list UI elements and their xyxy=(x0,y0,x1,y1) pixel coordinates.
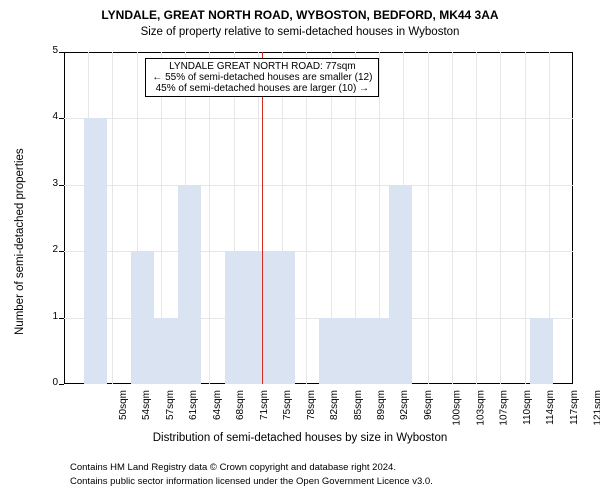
histogram-bar xyxy=(365,318,388,384)
selected-property-marker xyxy=(262,52,263,384)
xtick-label: 50sqm xyxy=(118,390,129,420)
xtick-label: 103sqm xyxy=(475,390,486,426)
histogram-bar xyxy=(272,251,295,384)
histogram-bar xyxy=(530,318,553,384)
ytick-mark xyxy=(59,185,64,186)
y-axis-label: Number of semi-detached properties xyxy=(14,148,26,335)
callout-line3: 45% of semi-detached houses are larger (… xyxy=(152,83,372,94)
chart-title-line1: LYNDALE, GREAT NORTH ROAD, WYBOSTON, BED… xyxy=(0,8,600,22)
histogram-bar xyxy=(131,251,154,384)
histogram-bar xyxy=(342,318,366,384)
property-size-histogram: LYNDALE, GREAT NORTH ROAD, WYBOSTON, BED… xyxy=(0,0,600,500)
ytick-label: 2 xyxy=(40,244,58,255)
xtick-label: 121sqm xyxy=(593,390,600,426)
attribution-line2: Contains public sector information licen… xyxy=(70,476,433,487)
histogram-bar xyxy=(84,118,107,384)
xtick-label: 110sqm xyxy=(522,390,533,425)
plot-area: LYNDALE GREAT NORTH ROAD: 77sqm← 55% of … xyxy=(64,52,573,384)
ytick-mark xyxy=(59,318,64,319)
gridline-v xyxy=(452,52,453,384)
ytick-label: 4 xyxy=(40,111,58,122)
xtick-label: 71sqm xyxy=(259,390,270,420)
plot-top-border xyxy=(64,52,573,53)
gridline-v xyxy=(476,52,477,384)
y-axis-line xyxy=(64,52,65,384)
histogram-bar xyxy=(225,251,248,384)
histogram-bar xyxy=(178,185,201,384)
x-axis-label: Distribution of semi-detached houses by … xyxy=(0,432,600,444)
callout-box: LYNDALE GREAT NORTH ROAD: 77sqm← 55% of … xyxy=(145,58,379,97)
callout-line1: LYNDALE GREAT NORTH ROAD: 77sqm xyxy=(152,61,372,72)
gridline-v xyxy=(306,52,307,384)
ytick-label: 5 xyxy=(40,45,58,56)
xtick-label: 78sqm xyxy=(306,390,317,420)
histogram-bar xyxy=(389,185,413,384)
ytick-mark xyxy=(59,52,64,53)
histogram-bar xyxy=(248,251,272,384)
xtick-label: 82sqm xyxy=(329,390,340,420)
xtick-label: 117sqm xyxy=(569,390,580,425)
histogram-bar xyxy=(154,318,178,384)
ytick-label: 1 xyxy=(40,311,58,322)
ytick-mark xyxy=(59,251,64,252)
xtick-label: 100sqm xyxy=(452,390,463,426)
gridline-v xyxy=(112,52,113,384)
xtick-label: 61sqm xyxy=(188,390,199,420)
xtick-label: 96sqm xyxy=(423,390,434,420)
xtick-label: 54sqm xyxy=(141,390,152,420)
ytick-mark xyxy=(59,118,64,119)
ytick-label: 3 xyxy=(40,178,58,189)
xtick-label: 92sqm xyxy=(399,390,410,420)
xtick-label: 114sqm xyxy=(545,390,556,425)
xtick-label: 68sqm xyxy=(235,390,246,420)
gridline-h xyxy=(64,118,573,119)
gridline-v xyxy=(500,52,501,384)
ytick-label: 0 xyxy=(40,377,58,388)
xtick-label: 57sqm xyxy=(165,390,176,420)
gridline-v xyxy=(209,52,210,384)
gridline-h xyxy=(64,185,573,186)
xtick-label: 89sqm xyxy=(376,390,387,420)
gridline-v xyxy=(428,52,429,384)
ytick-mark xyxy=(59,384,64,385)
attribution-line1: Contains HM Land Registry data © Crown c… xyxy=(70,462,396,473)
plot-right-border xyxy=(572,52,573,384)
xtick-label: 75sqm xyxy=(282,390,293,420)
callout-line2: ← 55% of semi-detached houses are smalle… xyxy=(152,72,372,83)
chart-title-line2: Size of property relative to semi-detach… xyxy=(0,26,600,38)
gridline-v xyxy=(525,52,526,384)
xtick-label: 85sqm xyxy=(353,390,364,420)
xtick-label: 64sqm xyxy=(212,390,223,420)
xtick-label: 107sqm xyxy=(499,390,510,426)
histogram-bar xyxy=(319,318,342,384)
